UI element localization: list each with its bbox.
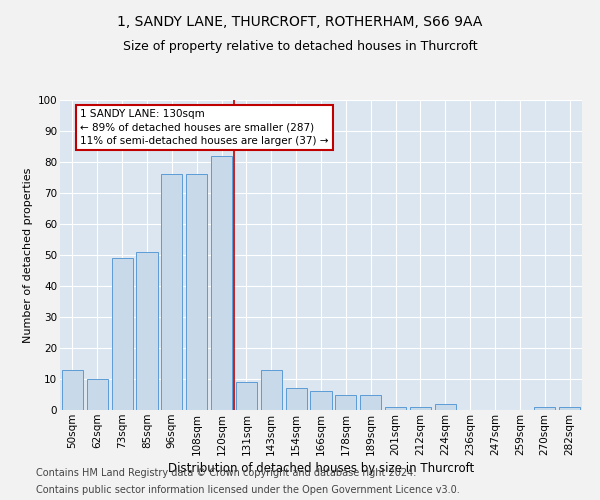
Text: 1, SANDY LANE, THURCROFT, ROTHERHAM, S66 9AA: 1, SANDY LANE, THURCROFT, ROTHERHAM, S66… xyxy=(118,15,482,29)
Bar xyxy=(261,370,282,410)
Text: Size of property relative to detached houses in Thurcroft: Size of property relative to detached ho… xyxy=(122,40,478,53)
Text: 1 SANDY LANE: 130sqm
← 89% of detached houses are smaller (287)
11% of semi-deta: 1 SANDY LANE: 130sqm ← 89% of detached h… xyxy=(80,110,328,146)
Bar xyxy=(186,174,207,410)
Bar xyxy=(559,407,580,410)
Bar xyxy=(335,394,356,410)
Bar xyxy=(136,252,158,410)
Bar xyxy=(236,382,257,410)
Y-axis label: Number of detached properties: Number of detached properties xyxy=(23,168,34,342)
Bar xyxy=(534,407,555,410)
Bar xyxy=(385,407,406,410)
Bar xyxy=(62,370,83,410)
Bar xyxy=(161,174,182,410)
Text: Contains HM Land Registry data © Crown copyright and database right 2024.: Contains HM Land Registry data © Crown c… xyxy=(36,468,416,477)
Bar xyxy=(112,258,133,410)
Bar xyxy=(310,392,332,410)
Bar xyxy=(435,404,456,410)
Text: Contains public sector information licensed under the Open Government Licence v3: Contains public sector information licen… xyxy=(36,485,460,495)
Bar xyxy=(87,379,108,410)
Bar xyxy=(286,388,307,410)
Bar xyxy=(211,156,232,410)
Bar xyxy=(360,394,381,410)
Bar xyxy=(410,407,431,410)
X-axis label: Distribution of detached houses by size in Thurcroft: Distribution of detached houses by size … xyxy=(168,462,474,475)
